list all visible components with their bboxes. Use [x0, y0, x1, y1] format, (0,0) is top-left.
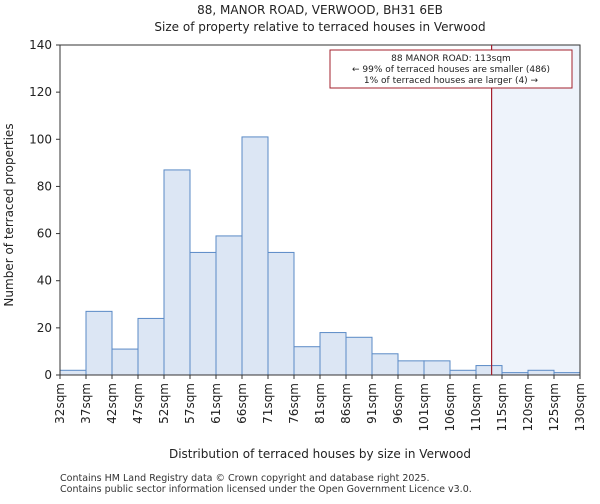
x-tick-label-120sqm: 120sqm: [521, 383, 535, 431]
bar-32sqm: [59, 369, 87, 376]
bar-66sqm: [241, 136, 269, 376]
bar-81sqm: [319, 332, 347, 376]
bar-57sqm: [189, 251, 217, 376]
x-tick-label-81sqm: 81sqm: [313, 383, 327, 424]
bar-47sqm: [137, 317, 165, 376]
bar-42sqm: [111, 348, 139, 376]
x-tick-label-91sqm: 91sqm: [365, 383, 379, 424]
y-tick-label-140: 140: [29, 38, 52, 52]
x-tick-label-47sqm: 47sqm: [131, 383, 145, 424]
chart-title-line1: 88, MANOR ROAD, VERWOOD, BH31 6EB: [197, 3, 443, 17]
x-tick-label-66sqm: 66sqm: [235, 383, 249, 424]
x-tick-label-57sqm: 57sqm: [183, 383, 197, 424]
x-tick-label-110sqm: 110sqm: [469, 383, 483, 431]
x-tick-label-96sqm: 96sqm: [391, 383, 405, 424]
bar-110sqm: [475, 365, 503, 376]
x-tick-label-101sqm: 101sqm: [417, 383, 431, 431]
x-tick-label-86sqm: 86sqm: [339, 383, 353, 424]
footer-line2: Contains public sector information licen…: [60, 484, 472, 495]
x-tick-label-37sqm: 37sqm: [79, 383, 93, 424]
bar-52sqm: [163, 169, 191, 376]
larger-region-highlight: [491, 45, 580, 375]
y-tick-label-100: 100: [29, 132, 52, 146]
y-tick-label-40: 40: [37, 274, 52, 288]
x-tick-label-130sqm: 130sqm: [573, 383, 587, 431]
x-tick-label-61sqm: 61sqm: [209, 383, 223, 424]
annotation-box: 88 MANOR ROAD: 113sqm ← 99% of terraced …: [329, 49, 573, 89]
annotation-line1: 88 MANOR ROAD: 113sqm: [391, 54, 511, 64]
bar-71sqm: [267, 251, 295, 376]
x-tick-label-52sqm: 52sqm: [157, 383, 171, 424]
bar-76sqm: [293, 346, 321, 376]
bar-101sqm: [423, 360, 451, 376]
bar-106sqm: [449, 369, 477, 376]
x-tick-label-106sqm: 106sqm: [443, 383, 457, 431]
bar-86sqm: [345, 336, 373, 376]
y-axis-label: Number of terraced properties: [2, 123, 16, 306]
y-tick-label-120: 120: [29, 85, 52, 99]
annotation-frame: [329, 49, 573, 89]
bar-96sqm: [397, 360, 425, 376]
bar-120sqm: [527, 369, 555, 376]
x-tick-label-32sqm: 32sqm: [53, 383, 67, 424]
chart-title-line2: Size of property relative to terraced ho…: [154, 20, 485, 34]
x-tick-label-115sqm: 115sqm: [495, 383, 509, 431]
x-tick-label-76sqm: 76sqm: [287, 383, 301, 424]
x-tick-label-125sqm: 125sqm: [547, 383, 561, 431]
y-tick-label-60: 60: [37, 227, 52, 241]
x-axis-label: Distribution of terraced houses by size …: [169, 447, 471, 461]
y-tick-label-20: 20: [37, 321, 52, 335]
plot-frame: [59, 44, 581, 376]
annotation-line3: 1% of terraced houses are larger (4) →: [364, 76, 539, 86]
x-tick-label-42sqm: 42sqm: [105, 383, 119, 424]
bar-61sqm: [215, 235, 243, 376]
y-tick-label-0: 0: [44, 368, 52, 382]
annotation-line2: ← 99% of terraced houses are smaller (48…: [352, 65, 550, 75]
y-tick-label-80: 80: [37, 179, 52, 193]
bar-91sqm: [371, 353, 399, 376]
x-tick-label-71sqm: 71sqm: [261, 383, 275, 424]
footer-line1: Contains HM Land Registry data © Crown c…: [60, 473, 430, 484]
bar-37sqm: [85, 310, 113, 376]
